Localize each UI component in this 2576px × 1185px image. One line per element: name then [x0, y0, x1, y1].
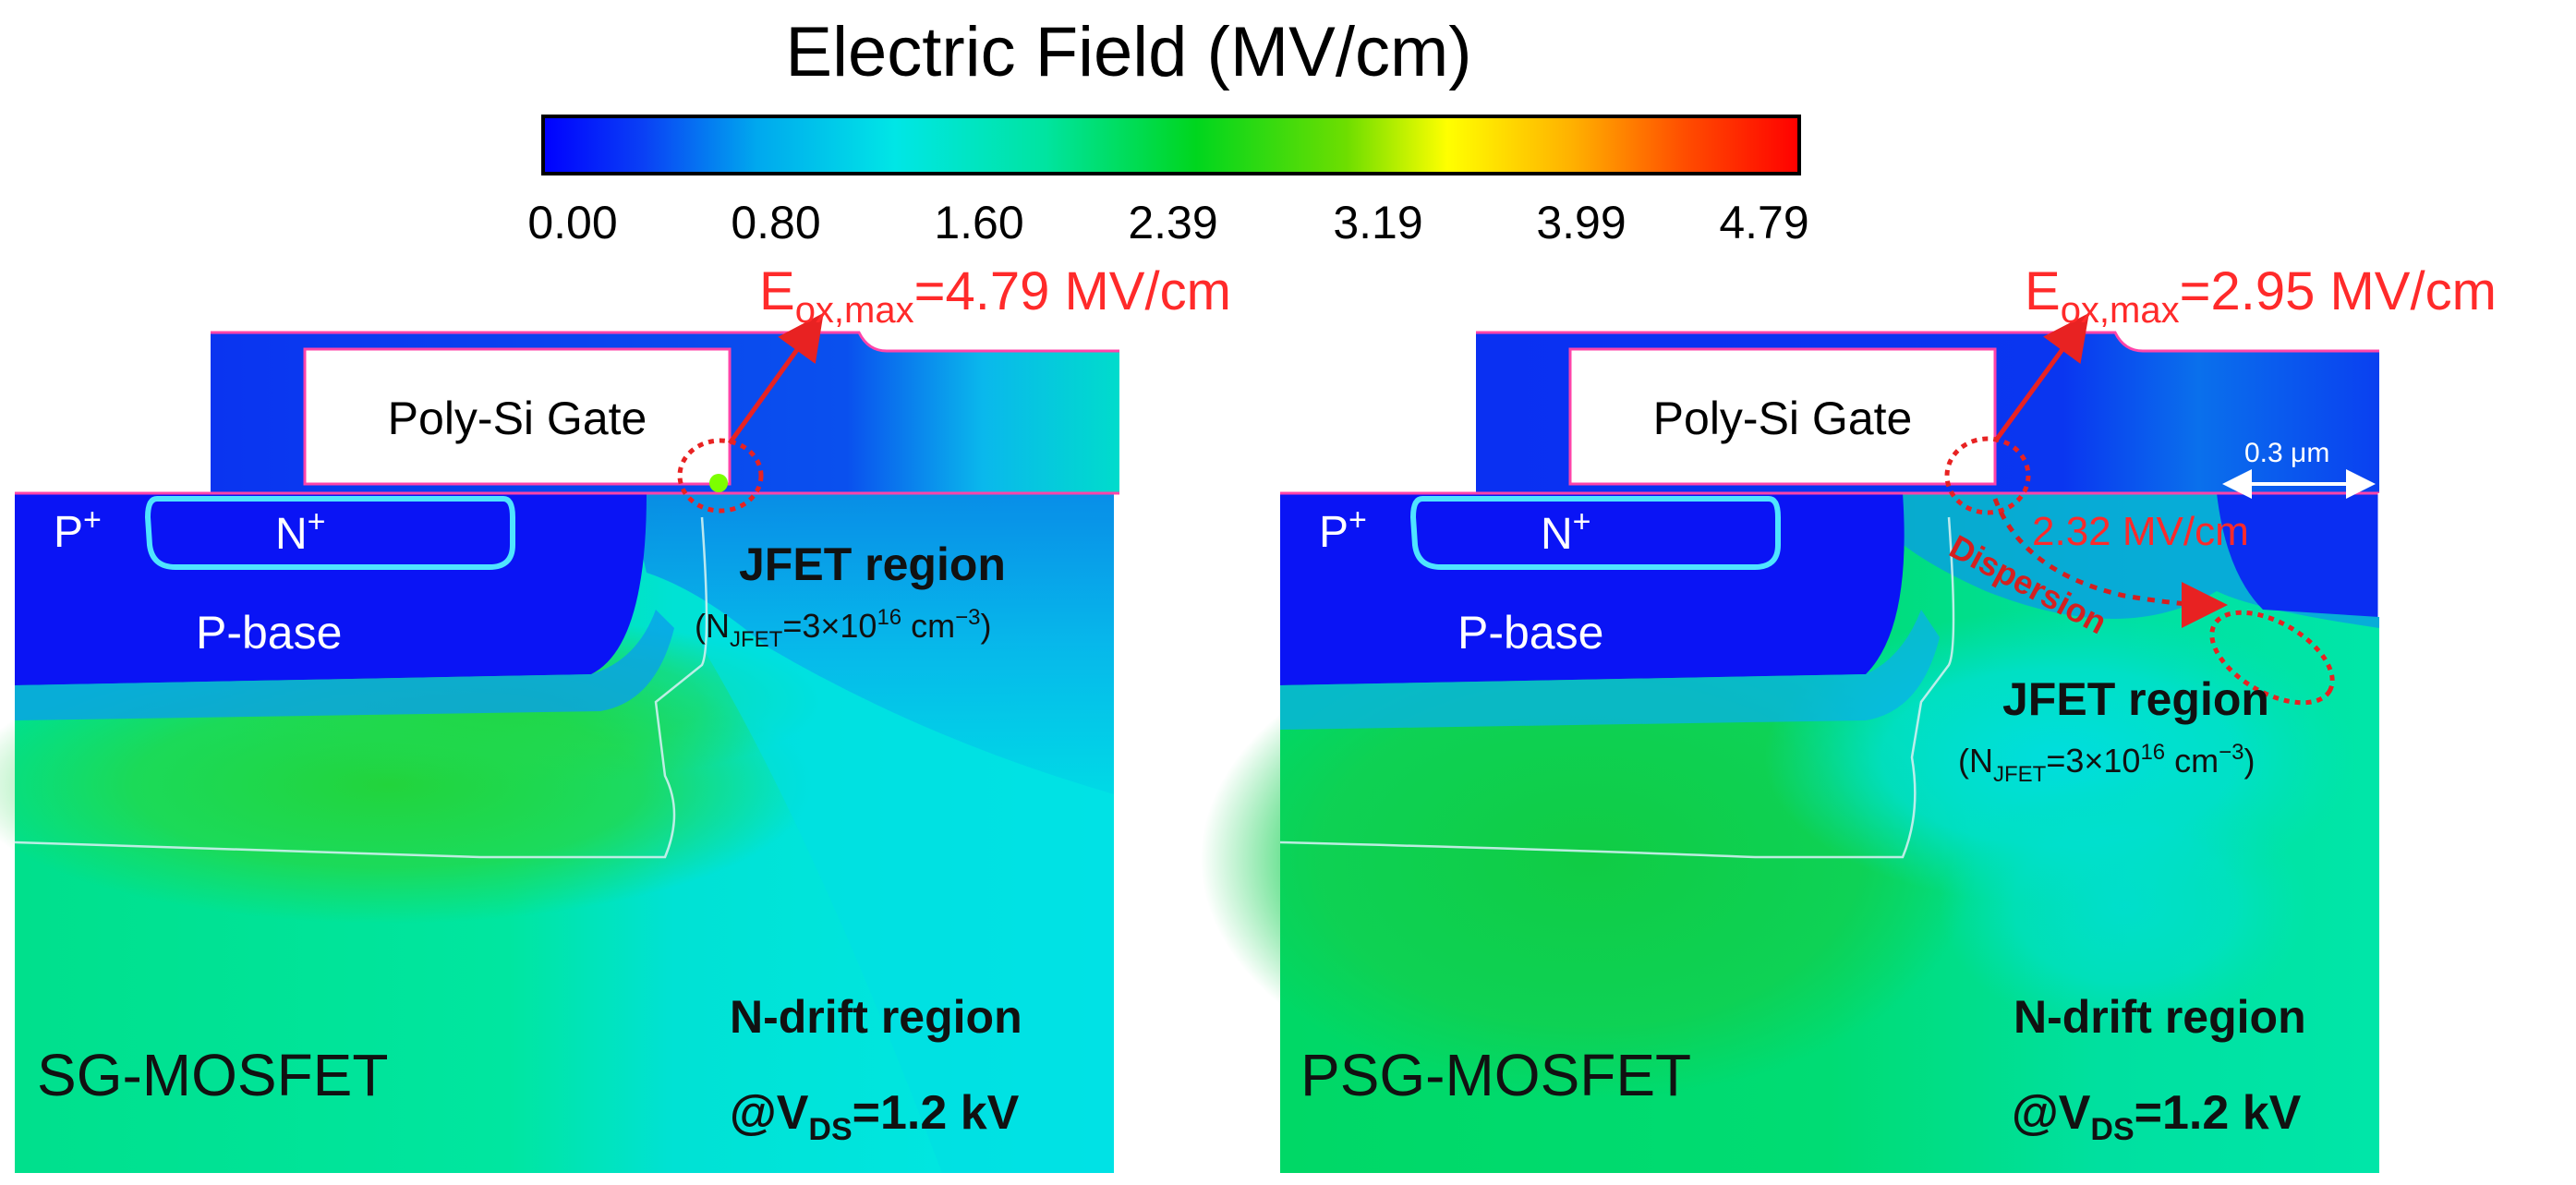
jfet-doping-left: (NJFET=3×1016 cm−3): [695, 605, 992, 652]
colorbar: Electric Field (MV/cm) 0.00 0.80 1.60 2.…: [527, 13, 1808, 248]
junction-contour-left: [14, 516, 708, 859]
colorbar-tick: 0.00: [527, 197, 617, 248]
hotspot-left: [709, 474, 728, 492]
jfet-label-right: JFET region: [2002, 673, 2269, 725]
n-plus-label-right: N+: [1541, 504, 1591, 559]
p-plus-text-left: P: [54, 508, 83, 557]
peak-field-arrow-right: [1992, 312, 2089, 443]
oxide-edge-left: [211, 331, 1119, 353]
colorbar-tick: 3.19: [1333, 197, 1422, 248]
jfet-doping-exp-right: −3: [2219, 740, 2243, 765]
jfet-doping-sub-right: JFET: [1993, 762, 2047, 787]
eox-max-label-right: Eox,max=2.95 MV/cm: [2025, 261, 2497, 331]
p-base-halo-left: [15, 610, 674, 720]
poly-si-gate-label-right: Poly-Si Gate: [1653, 393, 1913, 444]
jfet-doping-prefix-left: (N: [695, 607, 730, 645]
peak-field-arrow-left: [727, 312, 824, 445]
cyan-field-zone-right-lower: [1940, 776, 2309, 1034]
oxide-edge-right: [1476, 331, 2379, 353]
dispersion-arrow: [1992, 498, 2228, 628]
jfet-doping-sub-left: JFET: [730, 627, 783, 652]
poly-si-gate-left: [303, 347, 732, 486]
jfet-field-left: [628, 493, 1114, 794]
peak-field-circle-left: [677, 438, 764, 514]
jfet-doping-mid-left: =3×10: [782, 607, 877, 645]
jfet-doping-suffix-right: cm: [2165, 742, 2219, 780]
device-label-right: PSG-MOSFET: [1300, 1042, 1691, 1108]
n-plus-sup-right: +: [1573, 504, 1591, 539]
n-plus-sup-left: +: [308, 504, 326, 539]
bias-prefix-left: @V: [730, 1086, 809, 1140]
p-base-label-left: P-base: [196, 607, 342, 659]
jfet-doping-close-left: ): [981, 607, 992, 645]
bias-sub-left: DS: [808, 1112, 852, 1147]
bias-prefix-right: @V: [2012, 1086, 2091, 1140]
n-drift-label-left: N-drift region: [730, 991, 1022, 1043]
jfet-doping-close-right: ): [2244, 742, 2256, 780]
jfet-doping-mid-right: =3×10: [2046, 742, 2140, 780]
eox-symbol-left: E: [759, 261, 795, 321]
colorbar-tick: 0.80: [731, 197, 820, 248]
n-plus-text-right: N: [1541, 510, 1573, 559]
jfet-label-left: JFET region: [739, 538, 1006, 590]
eox-symbol-right: E: [2025, 261, 2061, 321]
p-plus-text-right: P: [1319, 508, 1348, 557]
colorbar-tick: 2.39: [1128, 197, 1217, 248]
right-panel: Poly-Si Gate 0.3 μm Eox,max=2.95 MV/cm 2…: [1201, 261, 2497, 1173]
device-label-left: SG-MOSFET: [37, 1042, 388, 1108]
jfet-doping-sup-left: 16: [877, 605, 901, 630]
peak-field-circle-right: [1944, 436, 2031, 515]
p-plus-label-right: P+: [1319, 502, 1367, 557]
p-plus-sup-left: +: [83, 502, 102, 538]
jfet-doping-right: (NJFET=3×1016 cm−3): [1958, 740, 2256, 787]
n-plus-label-left: N+: [275, 504, 326, 559]
jfet-doping-sup-right: 16: [2140, 740, 2165, 765]
colorbar-title: Electric Field (MV/cm): [785, 13, 1471, 91]
eox-value-right: =2.95 MV/cm: [2180, 261, 2497, 321]
p-base-label-right: P-base: [1457, 607, 1603, 659]
n-drift-label-right: N-drift region: [2014, 991, 2306, 1043]
jfet-doping-suffix-left: cm: [901, 607, 955, 645]
left-panel: Poly-Si Gate Eox,max=4.79 MV/cm P+ N+ P-…: [0, 261, 1231, 1173]
colorbar-tick: 4.79: [1719, 197, 1808, 248]
p-plus-label-left: P+: [54, 502, 102, 557]
colorbar-tick: 1.60: [934, 197, 1023, 248]
colorbar-tick: 3.99: [1536, 197, 1626, 248]
colorbar-ticks: 0.00 0.80 1.60 2.39 3.19 3.99 4.79: [527, 197, 1808, 248]
colorbar-gradient: [541, 115, 1801, 175]
n-plus-region-left: [144, 496, 515, 570]
eox-subscript-left: ox,max: [795, 290, 914, 331]
secondary-peak-ellipse: [2209, 610, 2335, 706]
jfet-doping-prefix-right: (N: [1958, 742, 1993, 780]
bias-value-left: =1.2 kV: [853, 1086, 1020, 1140]
n-plus-region-right: [1409, 496, 1781, 570]
junction-contour-right: [1279, 516, 1955, 859]
eox-value-left: =4.79 MV/cm: [914, 261, 1231, 321]
bias-sub-right: DS: [2090, 1112, 2134, 1147]
right-corner-field: [2217, 493, 2379, 617]
p-base-halo-right: [1280, 610, 1940, 730]
bias-label-left: @VDS=1.2 kV: [730, 1086, 1020, 1147]
p-plus-sup-right: +: [1348, 502, 1367, 538]
jfet-doping-exp-left: −3: [955, 605, 980, 630]
poly-si-gate-right: [1568, 347, 1997, 486]
spacing-label: 0.3 μm: [2244, 438, 2329, 468]
n-plus-text-left: N: [275, 510, 308, 559]
bias-label-right: @VDS=1.2 kV: [2012, 1086, 2302, 1147]
eox-subscript-right: ox,max: [2061, 290, 2180, 331]
secondary-peak-label: 2.32 MV/cm: [2032, 509, 2249, 554]
eox-max-label-left: Eox,max=4.79 MV/cm: [759, 261, 1231, 331]
poly-si-gate-label-left: Poly-Si Gate: [388, 393, 647, 444]
bias-value-right: =1.2 kV: [2135, 1086, 2302, 1140]
